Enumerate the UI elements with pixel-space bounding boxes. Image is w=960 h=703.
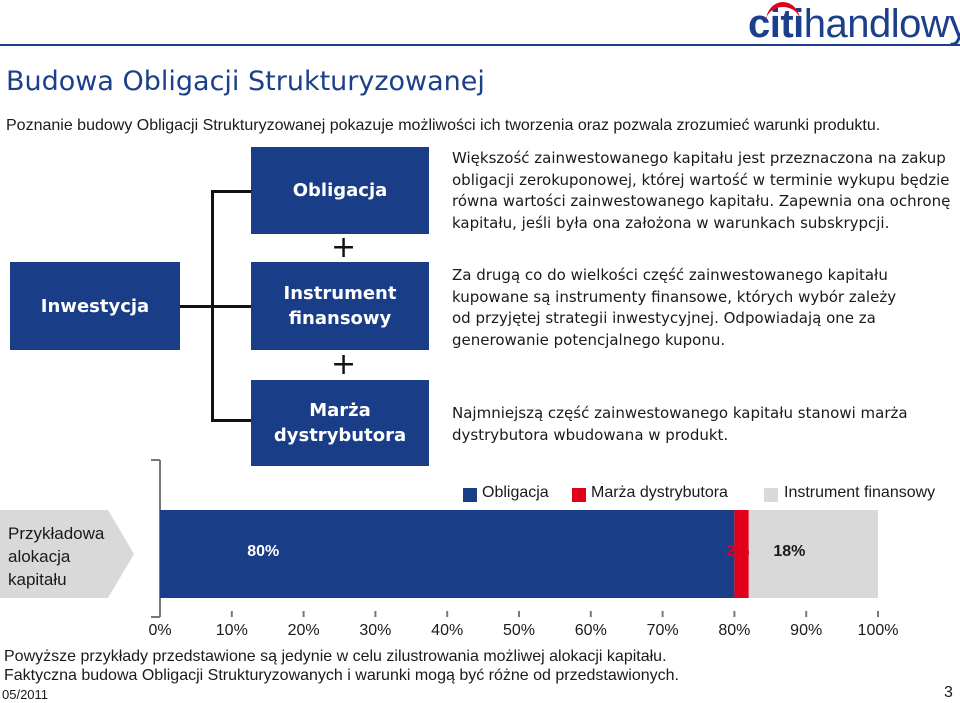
x-tick-label: 70% [646,622,679,639]
bar-segment-marza [734,510,749,598]
x-tick-label: 60% [574,622,607,639]
x-tick-label: 30% [359,622,392,639]
root-box-inwestycja: Inwestycja [10,262,180,350]
connector-branch-top [211,190,251,193]
x-tick-label: 50% [502,622,536,639]
x-tick-label: 80% [718,622,751,639]
legend-label-obligacja: Obligacja [482,484,549,501]
citi-handlowy-logo: citi handlowy [748,2,960,47]
connector-branch-middle [211,305,251,308]
description-marza: Najmniejszą część zainwestowanego kapita… [452,404,908,444]
x-tick-label: 90% [790,622,823,639]
bar-segment-obligacja [160,510,735,598]
box-instrument-label-2: finansowy [288,308,392,329]
legend-label-marza: Marża dystrybutora [591,484,728,501]
box-instrument-label-1: Instrument [283,283,397,304]
allocation-chart [0,459,879,618]
x-tick-label: 0% [148,622,172,639]
intro-text: Poznanie budowy Obligacji Strukturyzowan… [6,117,881,134]
page-title: Budowa Obligacji Strukturyzowanej [6,66,485,97]
page-number: 3 [944,684,953,701]
legend-swatch-instrument [764,488,778,502]
connector-branch-bottom [211,419,251,422]
description-instrument: Za drugą co do wielkości część zainwesto… [452,266,897,349]
logo-arc-icon [766,2,800,21]
root-box-label: Inwestycja [40,295,150,317]
data-label-marza: 2% [726,543,750,560]
legend-swatch-obligacja [463,488,477,502]
plus-sign-1: + [331,230,357,265]
legend-swatch-marza [572,488,586,502]
data-label-obligacja: 80% [247,543,280,560]
data-label-instrument: 18% [773,543,806,560]
logo-handlowy-text: handlowy [803,2,960,46]
category-arrow-shape [0,510,134,598]
x-tick-label: 10% [215,622,248,639]
box-obligacja: Obligacja [251,147,429,234]
x-tick-label: 40% [431,622,464,639]
footer-date: 05/2011 [2,687,49,702]
legend-label-instrument: Instrument finansowy [784,484,936,501]
x-tick-label: 20% [287,622,320,639]
box-marza-dystrybutora: Marża dystrybutora [251,380,429,466]
footer-note-2: Faktyczna budowa Obligacji Strukturyzowa… [4,667,679,684]
x-tick-label: 100% [857,622,899,639]
box-obligacja-label: Obligacja [292,180,388,201]
bar-segment-instrument [748,510,878,598]
plus-sign-2: + [331,347,357,382]
connector-root-horizontal [180,305,212,308]
footer-note-1: Powyższe przykłady przedstawione są jedy… [4,648,667,665]
box-marza-label-2: dystrybutora [273,425,407,446]
description-obligacja: Większość zainwestowanego kapitału jest … [452,149,951,232]
category-label: Przykładowa alokacja kapitału [8,524,105,589]
box-marza-label-1: Marża [309,400,371,421]
box-instrument-finansowy: Instrument finansowy [251,262,429,350]
header-divider [0,44,960,46]
